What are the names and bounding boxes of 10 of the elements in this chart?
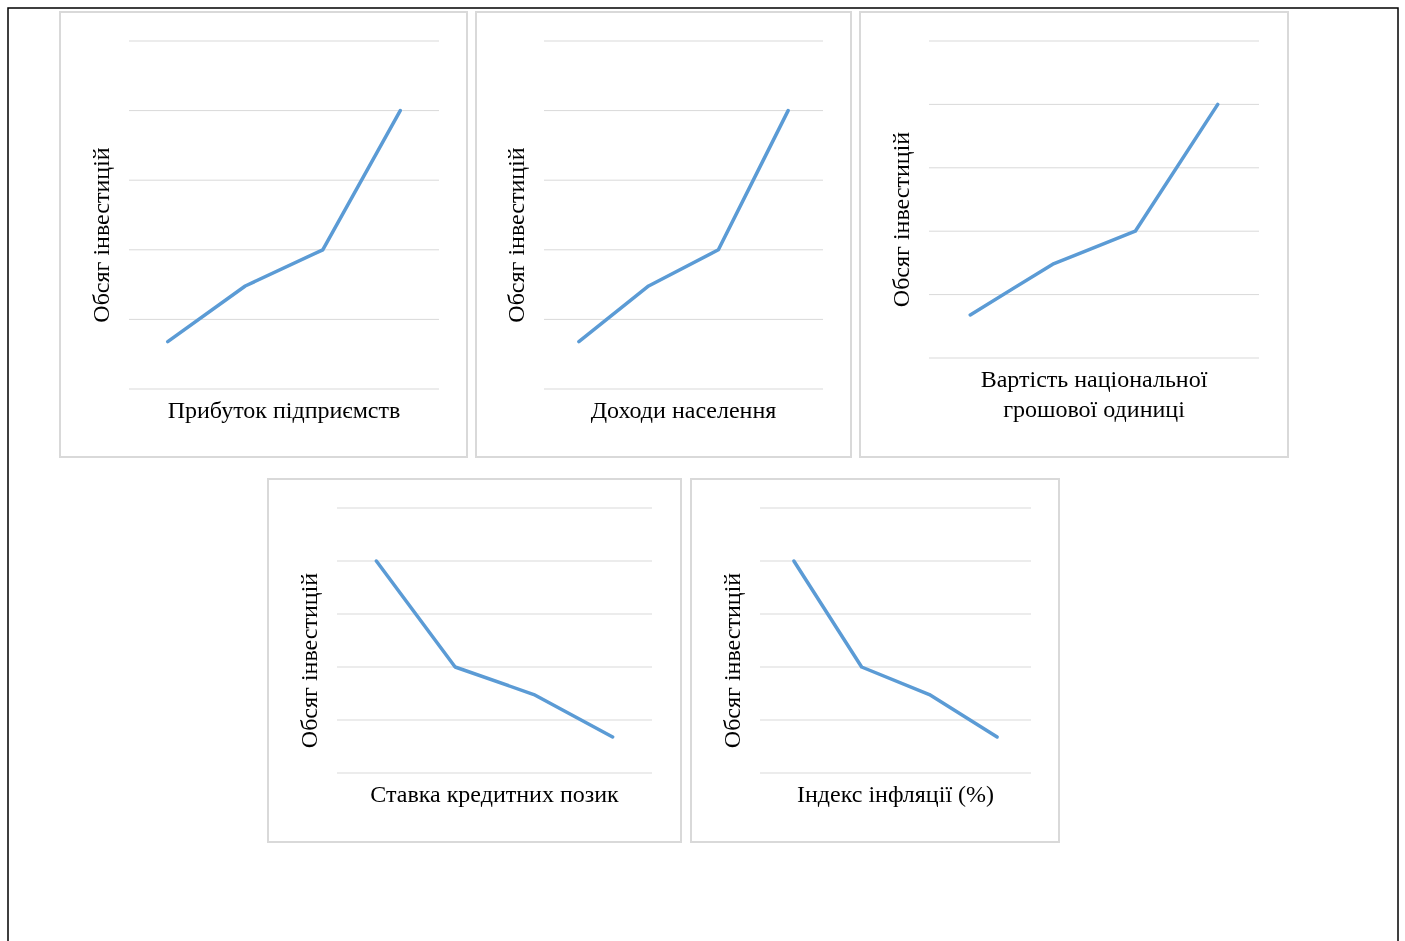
x-axis-title: Ставка кредитних позик [370,781,620,807]
x-axis-title: Прибуток підприємств [167,397,401,423]
x-axis-title: Індекс інфляції (%) [796,781,995,807]
y-axis-title: Обсяг інвестицій [503,147,529,323]
y-axis-title: Обсяг інвестицій [88,147,114,323]
y-axis-title: Обсяг інвестицій [719,572,745,749]
y-axis-title: Обсяг інвестицій [888,131,914,308]
x-axis-title: Вартість національної грошової одиниці [980,366,1208,422]
x-axis-title: Доходи населення [590,397,777,423]
y-axis-title: Обсяг інвестицій [296,572,322,749]
